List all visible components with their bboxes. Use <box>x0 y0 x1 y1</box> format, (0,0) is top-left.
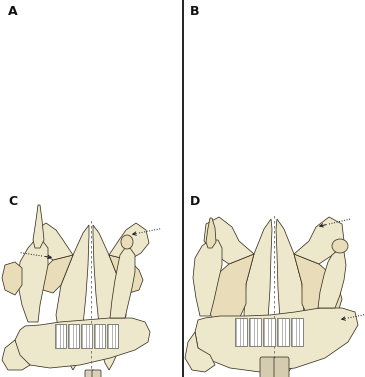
Polygon shape <box>206 254 254 327</box>
Polygon shape <box>318 250 346 308</box>
Polygon shape <box>33 205 44 248</box>
Ellipse shape <box>121 235 133 249</box>
Polygon shape <box>56 225 89 370</box>
Text: B: B <box>190 5 200 18</box>
Polygon shape <box>195 308 358 372</box>
FancyBboxPatch shape <box>291 318 303 346</box>
FancyBboxPatch shape <box>277 318 289 346</box>
FancyBboxPatch shape <box>263 318 275 346</box>
FancyBboxPatch shape <box>107 324 118 348</box>
Polygon shape <box>204 217 254 264</box>
Polygon shape <box>294 217 344 264</box>
FancyBboxPatch shape <box>55 324 66 348</box>
Polygon shape <box>193 240 222 316</box>
Polygon shape <box>276 219 304 371</box>
FancyBboxPatch shape <box>235 318 247 346</box>
Polygon shape <box>244 219 272 371</box>
FancyBboxPatch shape <box>92 370 101 377</box>
FancyBboxPatch shape <box>85 370 94 377</box>
Polygon shape <box>2 262 22 295</box>
Text: D: D <box>190 195 200 208</box>
Polygon shape <box>109 223 149 260</box>
Polygon shape <box>33 223 73 260</box>
Polygon shape <box>185 332 215 372</box>
Polygon shape <box>109 255 143 293</box>
Polygon shape <box>110 248 135 318</box>
Polygon shape <box>15 318 150 368</box>
Ellipse shape <box>332 239 348 253</box>
Polygon shape <box>206 218 216 248</box>
FancyBboxPatch shape <box>81 324 92 348</box>
Polygon shape <box>294 254 342 327</box>
Polygon shape <box>18 240 48 322</box>
FancyBboxPatch shape <box>68 324 79 348</box>
Polygon shape <box>2 340 30 370</box>
Text: A: A <box>8 5 18 18</box>
FancyBboxPatch shape <box>94 324 105 348</box>
FancyBboxPatch shape <box>249 318 261 346</box>
FancyBboxPatch shape <box>274 357 289 377</box>
Text: C: C <box>8 195 17 208</box>
Polygon shape <box>39 255 73 293</box>
Polygon shape <box>93 225 126 370</box>
FancyBboxPatch shape <box>260 357 275 377</box>
